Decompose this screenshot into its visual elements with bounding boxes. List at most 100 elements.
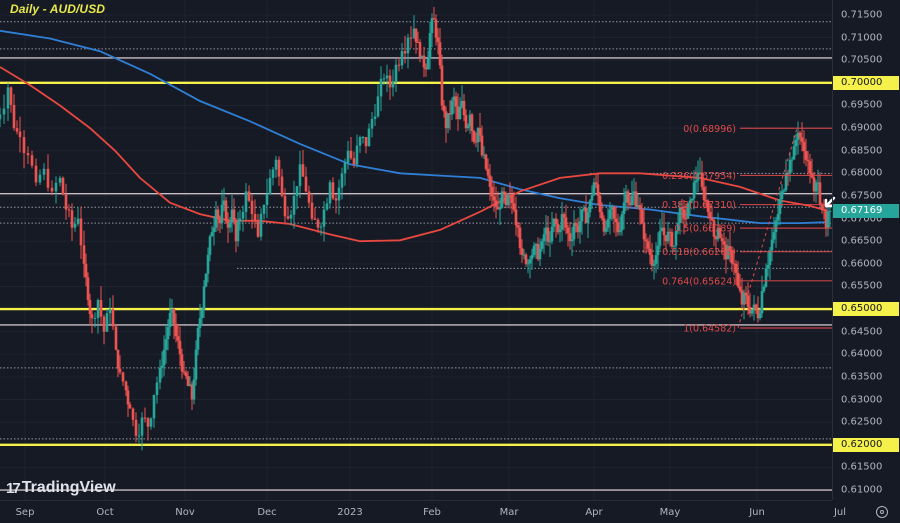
candle-body	[790, 159, 794, 161]
candle-body	[88, 300, 92, 315]
candle-body	[588, 200, 592, 213]
candle-body	[18, 131, 22, 138]
candle-body	[155, 382, 159, 396]
candle-body	[26, 153, 30, 156]
candle-body	[516, 225, 520, 228]
candle-body	[808, 161, 812, 174]
candle-body	[271, 169, 275, 178]
candle-body	[438, 42, 442, 66]
candle-body	[192, 379, 196, 400]
candle-body	[6, 87, 10, 109]
candle-body	[560, 214, 564, 230]
fib-trendline	[737, 128, 798, 329]
time-tick-label: Mar	[499, 507, 519, 518]
candle-body	[420, 55, 424, 58]
candle-body	[732, 263, 736, 265]
candle-body	[720, 238, 724, 242]
candle-body	[804, 151, 808, 160]
candle-body	[210, 232, 214, 237]
candle-body	[576, 225, 580, 233]
tradingview-logo[interactable]: 17 TradingView	[6, 479, 116, 497]
candle-body	[530, 255, 534, 260]
candle-body	[672, 245, 676, 247]
price-tick-label: 0.66500	[841, 235, 883, 247]
candle-body	[626, 191, 630, 203]
candle-body	[646, 241, 650, 249]
candle-body	[594, 182, 598, 185]
candle-body	[174, 323, 178, 337]
candle-body	[508, 195, 512, 197]
candle-body	[440, 65, 444, 106]
candle-body	[42, 168, 46, 175]
candle-body	[456, 106, 460, 120]
candle-body	[108, 309, 112, 314]
candle-body	[406, 37, 410, 54]
candle-body	[546, 227, 550, 242]
candle-body	[340, 173, 344, 188]
candle-body	[654, 255, 658, 264]
time-axis[interactable]: Sep Oct Nov Dec 2023 Feb Mar Apr May Jun Jul	[0, 500, 846, 523]
candle-body	[752, 304, 756, 310]
price-tick-label: 0.71000	[841, 32, 883, 44]
candle-body	[468, 114, 472, 126]
candle-body	[228, 222, 232, 228]
candle-body	[452, 96, 456, 101]
candle-body	[764, 268, 768, 287]
candle-body	[770, 239, 774, 251]
candle-body	[490, 186, 494, 197]
candle-body	[244, 191, 248, 212]
candle-body	[504, 193, 508, 206]
candle-body	[454, 96, 458, 107]
candle-body	[480, 135, 484, 156]
candle-body	[464, 115, 468, 129]
candle-body	[656, 245, 660, 256]
candle-body	[494, 200, 498, 207]
candle-body	[442, 105, 446, 112]
candle-body	[206, 254, 210, 274]
candle-body	[590, 195, 594, 201]
candle-body	[668, 231, 672, 233]
candle-body	[234, 220, 238, 242]
candle-body	[782, 190, 786, 192]
candle-body	[208, 236, 212, 255]
candle-body	[373, 116, 377, 120]
candle-body	[170, 309, 174, 313]
key-level-price-badge: 0.62000	[833, 437, 899, 452]
candle-body	[532, 245, 536, 256]
fib-level-label: 0.764(0.65624)	[662, 276, 736, 287]
candle-body	[520, 248, 524, 255]
time-tick-label: Oct	[96, 507, 114, 518]
candle-body	[38, 174, 42, 183]
fib-level-label: 0.5(0.66789)	[674, 224, 736, 235]
candle-body	[382, 78, 386, 80]
candle-body	[230, 209, 234, 223]
candle-body	[241, 211, 245, 219]
candle-body	[600, 212, 604, 219]
candle-body	[728, 246, 732, 251]
price-axis[interactable]: 0.71500 0.71000 0.70500 0.70000 0.69500 0.690…	[832, 0, 900, 500]
candle-body	[740, 290, 744, 305]
candle-body	[618, 230, 622, 233]
candle-body	[780, 191, 784, 200]
candle-body	[426, 58, 430, 70]
candle-body	[696, 173, 700, 181]
time-tick-label: Jun	[749, 507, 765, 518]
fib-level-label: 1(0.64582)	[683, 323, 736, 334]
candle-body	[30, 155, 34, 166]
candle-body	[766, 264, 770, 269]
candle-body	[580, 209, 584, 222]
candle-body	[343, 162, 347, 174]
candle-body	[328, 182, 332, 204]
moving-average-line	[0, 29, 827, 224]
candle-body	[662, 227, 666, 236]
candle-body	[391, 82, 395, 88]
candle-body	[286, 216, 290, 219]
candle-body	[784, 173, 788, 191]
settings-gear-icon[interactable]	[876, 506, 888, 518]
candle-body	[724, 244, 728, 260]
candle-body	[828, 210, 832, 212]
candle-body	[822, 209, 826, 211]
candle-body	[792, 146, 796, 160]
